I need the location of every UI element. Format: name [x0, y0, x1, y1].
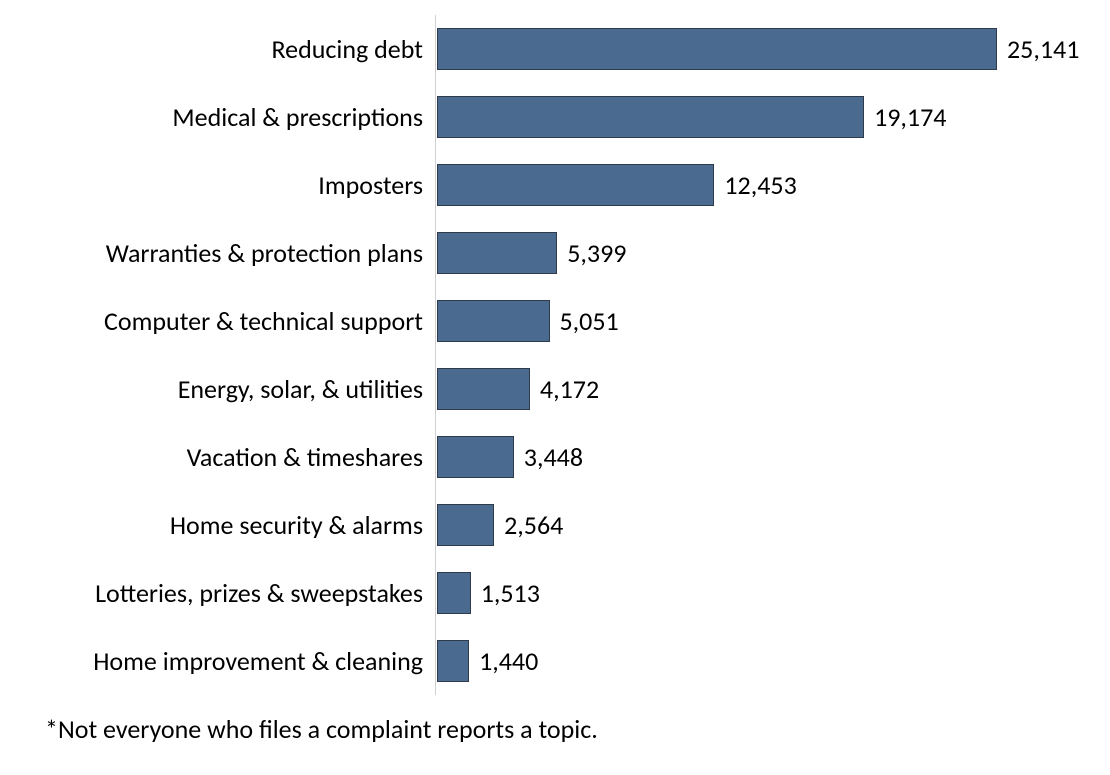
bar-wrap: 1,440 — [435, 627, 1080, 695]
value-label: 5,399 — [557, 237, 626, 269]
bar — [437, 368, 530, 410]
chart-row: Warranties & protection plans 5,399 — [15, 219, 1080, 287]
category-label: Lotteries, prizes & sweepstakes — [15, 577, 435, 609]
category-label: Home improvement & cleaning — [15, 645, 435, 677]
bar — [437, 504, 494, 546]
value-label: 5,051 — [550, 305, 619, 337]
chart-row: Energy, solar, & utilities 4,172 — [15, 355, 1080, 423]
category-label: Energy, solar, & utilities — [15, 373, 435, 405]
bar — [437, 572, 471, 614]
value-label: 2,564 — [494, 509, 563, 541]
value-label: 1,513 — [471, 577, 540, 609]
category-label: Medical & prescriptions — [15, 101, 435, 133]
bar — [437, 96, 864, 138]
category-label: Imposters — [15, 169, 435, 201]
bar — [437, 436, 514, 478]
chart-row: Computer & technical support 5,051 — [15, 287, 1080, 355]
bar — [437, 640, 469, 682]
bar-wrap: 2,564 — [435, 491, 1080, 559]
bar — [437, 300, 550, 342]
category-label: Vacation & timeshares — [15, 441, 435, 473]
chart-row: Reducing debt 25,141 — [15, 15, 1080, 83]
bar-wrap: 19,174 — [435, 83, 1080, 151]
bar — [437, 164, 714, 206]
chart-row: Home security & alarms 2,564 — [15, 491, 1080, 559]
chart-row: Vacation & timeshares 3,448 — [15, 423, 1080, 491]
category-label: Computer & technical support — [15, 305, 435, 337]
value-label: 3,448 — [514, 441, 583, 473]
bar-wrap: 5,051 — [435, 287, 1080, 355]
bar — [437, 28, 997, 70]
bar-wrap: 5,399 — [435, 219, 1080, 287]
bar-wrap: 4,172 — [435, 355, 1080, 423]
category-label: Warranties & protection plans — [15, 237, 435, 269]
chart-row: Home improvement & cleaning 1,440 — [15, 627, 1080, 695]
chart-footnote: *Not everyone who files a complaint repo… — [45, 713, 1080, 745]
chart-row: Imposters 12,453 — [15, 151, 1080, 219]
bar-wrap: 25,141 — [435, 15, 1080, 83]
value-label: 12,453 — [714, 169, 796, 201]
value-label: 1,440 — [469, 645, 538, 677]
category-label: Home security & alarms — [15, 509, 435, 541]
category-label: Reducing debt — [15, 33, 435, 65]
bar-chart: Reducing debt 25,141 Medical & prescriptio… — [15, 15, 1080, 695]
bar-wrap: 1,513 — [435, 559, 1080, 627]
bar — [437, 232, 557, 274]
value-label: 25,141 — [997, 33, 1079, 65]
bar-wrap: 12,453 — [435, 151, 1080, 219]
bar-wrap: 3,448 — [435, 423, 1080, 491]
chart-row: Lotteries, prizes & sweepstakes 1,513 — [15, 559, 1080, 627]
value-label: 19,174 — [864, 101, 946, 133]
value-label: 4,172 — [530, 373, 599, 405]
chart-row: Medical & prescriptions 19,174 — [15, 83, 1080, 151]
